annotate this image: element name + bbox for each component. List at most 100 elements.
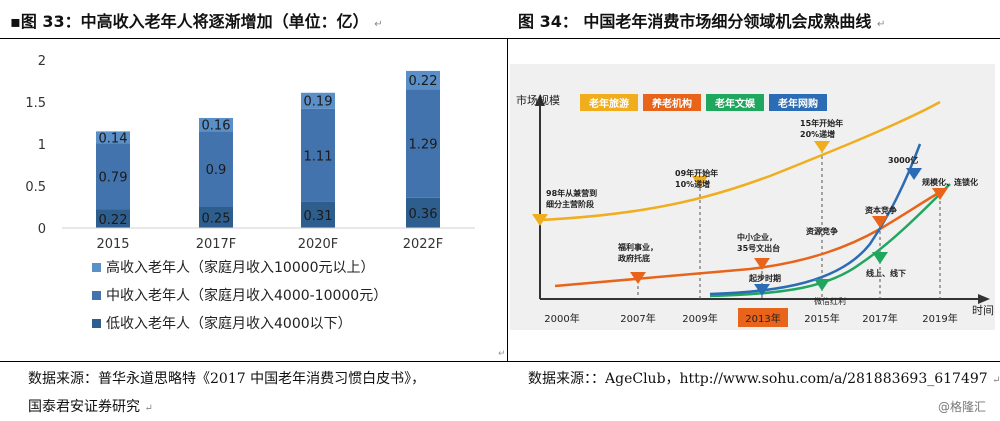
annotation-wechat: 微信红利 (814, 296, 846, 306)
legend-swatch (92, 291, 101, 300)
legend-label: 低收入老年人（家庭月收入4000以下） (106, 315, 352, 332)
annotation-resource: 资源竞争 (806, 226, 838, 236)
bar-segment (96, 143, 130, 210)
bottom-rule (0, 361, 1000, 362)
legend-label: 高收入老年人（家庭月收入10000元以上） (106, 259, 375, 276)
figure-33-title-text: 图 33：中高收入老年人将逐渐增加（单位：亿） (20, 12, 369, 31)
y-tick-label: 0.5 (25, 180, 46, 195)
data-label: 0.9 (206, 163, 227, 178)
legend-care (643, 94, 701, 111)
annotation-2009-b: 10%递增 (675, 179, 710, 189)
legend-online-shopping-label: 老年网购 (777, 97, 818, 110)
watermark: @格隆汇 (938, 400, 987, 414)
legend-care-label: 养老机构 (651, 97, 692, 110)
annotation-online-offline: 线上、线下 (866, 268, 906, 278)
bar-segment (301, 201, 335, 228)
bar-segment (406, 197, 440, 228)
legend-entertainment (706, 94, 764, 111)
bar-segment (96, 209, 130, 228)
figure-34-title-text: 图 34： 中国老年消费市场细分领域机会成熟曲线 (518, 12, 872, 31)
annotation-2007-a: 福利事业， (617, 242, 658, 252)
year-2017: 2017年 (862, 312, 897, 325)
y-tick-label: 1 (38, 138, 46, 153)
annotation-2013-a: 中小企业， (737, 232, 777, 242)
bar-segment (96, 131, 130, 144)
y-tick-label: 0 (38, 222, 46, 237)
x-tick-label: 2022F (403, 237, 444, 252)
data-label: 1.29 (409, 138, 438, 153)
legend-online-shopping (769, 94, 827, 111)
top-rule (0, 38, 1000, 39)
x-tick-label: 2017F (196, 237, 237, 252)
annotation-scale: 规模化、连锁化 (922, 177, 978, 187)
data-label: 0.22 (99, 213, 128, 228)
annotation-1998-a: 98年从兼营到 (546, 188, 597, 198)
bar-segment (406, 70, 440, 90)
marker-2009 (692, 176, 708, 188)
data-label: 0.22 (409, 74, 438, 89)
y-axis-arrow (535, 94, 545, 106)
bar-segment (199, 131, 233, 207)
maturity-curve-diagram: 市场规模 时间 老年旅游 养老机构 老年文娱 老年网购 98年从兼营到 细分主营… (510, 64, 995, 330)
y-axis-label: 市场规模 (516, 93, 560, 107)
year-2019: 2019年 (922, 312, 957, 325)
legend-swatch (92, 319, 101, 328)
marker-3000 (906, 168, 922, 180)
year-2000: 2000年 (544, 312, 579, 325)
income-stacked-bar-chart: 0 0.5 1 1.5 2 0.22 0.79 0.14 0.25 0.9 0.16 0.31 1.1… (25, 54, 506, 359)
return-mark: ↵ (498, 349, 506, 359)
annotation-3000: 3000亿 (888, 155, 918, 165)
curve-care (554, 190, 941, 288)
marker-2017-green (872, 252, 888, 264)
bullet: ▪ (10, 12, 21, 31)
data-label: 0.31 (304, 209, 333, 224)
legend-label: 中收入老年人（家庭月收入4000-10000元） (106, 287, 387, 304)
return-mark: ↵ (374, 19, 383, 30)
bar-segment (301, 92, 335, 109)
marker-2017-care (872, 216, 888, 228)
annotation-capital: 资本竞争 (865, 205, 897, 215)
data-label: 0.36 (409, 207, 438, 222)
column-divider (507, 38, 508, 362)
marker-1998 (532, 214, 548, 226)
x-tick-label: 2020F (298, 237, 339, 252)
right-source-text: 数据来源：：AgeClub，http://www.sohu.com/a/2818… (528, 371, 988, 387)
year-2013-highlight (738, 308, 788, 327)
x-axis-label: 时间 (972, 304, 994, 317)
annotation-start: 起步时期 (748, 273, 781, 283)
y-tick-label: 1.5 (25, 96, 46, 111)
data-label: 0.25 (202, 212, 231, 227)
left-source-line-2: 国泰君安证券研究 ↵ (28, 396, 153, 416)
bar-segment (406, 89, 440, 198)
marker-2019-care (932, 188, 948, 200)
marker-2007 (630, 272, 646, 284)
year-2015: 2015年 (804, 312, 839, 325)
return-mark: ↵ (877, 19, 886, 30)
bar-segment (301, 108, 335, 202)
legend-swatch (92, 263, 101, 272)
marker-2013 (754, 258, 770, 270)
legend-tourism (580, 94, 638, 111)
return-mark: ↵ (992, 375, 1000, 386)
left-source-line-2-text: 国泰君安证券研究 (28, 399, 140, 415)
figure-33-title: ▪图 33：中高收入老年人将逐渐增加（单位：亿） ↵ (10, 8, 383, 32)
y-tick-label: 2 (38, 54, 46, 69)
legend-entertainment-label: 老年文娱 (714, 97, 756, 110)
annotation-2013-b: 35号文出台 (737, 243, 780, 253)
data-label: 0.79 (99, 170, 128, 185)
annotation-2007-b: 政府托底 (618, 253, 650, 263)
return-mark: ↵ (144, 403, 153, 414)
annotation-2015-a: 15年开始年 (800, 118, 843, 128)
annotation-2015-b: 20%递增 (800, 129, 835, 139)
legend-tourism-label: 老年旅游 (588, 97, 629, 110)
year-2007: 2007年 (620, 312, 655, 325)
data-label: 0.19 (304, 95, 333, 110)
figure-34-title: 图 34： 中国老年消费市场细分领域机会成熟曲线 ↵ (518, 8, 885, 32)
annotation-2009-a: 09年开始年 (675, 168, 718, 178)
x-axis-arrow (978, 294, 990, 304)
x-tick-label: 2015 (96, 237, 129, 252)
marker-2013-online (754, 284, 770, 296)
diagram-legend: 老年旅游 养老机构 老年文娱 老年网购 (580, 94, 827, 111)
curve-tourism (539, 100, 941, 222)
right-source: 数据来源：：AgeClub，http://www.sohu.com/a/2818… (528, 368, 1000, 388)
